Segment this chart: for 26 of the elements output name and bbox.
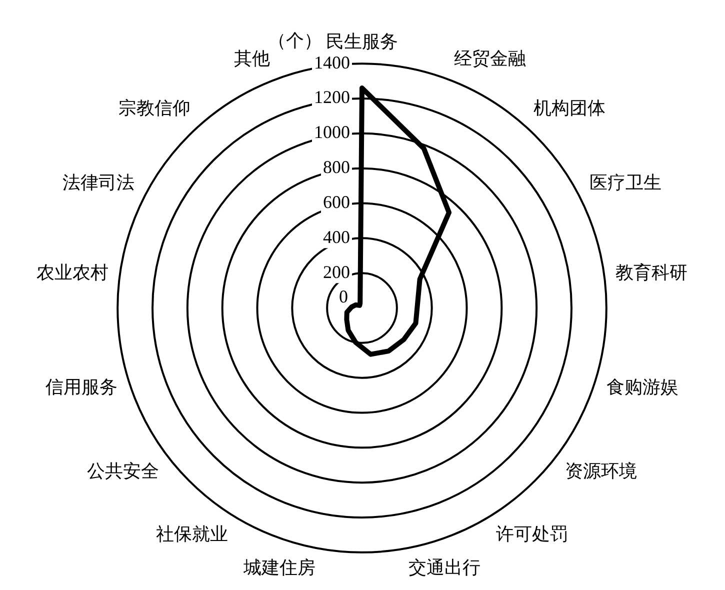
y-tick-label: 400 bbox=[323, 226, 350, 247]
y-tick-label: 800 bbox=[323, 157, 350, 178]
y-tick-label: 1000 bbox=[314, 122, 350, 142]
y-tick-label: 600 bbox=[323, 192, 350, 212]
spoke-label: 其他 bbox=[234, 48, 270, 69]
spoke-label: 城建住房 bbox=[242, 558, 316, 578]
spoke-label: 民生服务 bbox=[326, 32, 398, 52]
spoke-label: 食购游娱 bbox=[606, 377, 679, 398]
y-tick-label: 1400 bbox=[314, 52, 350, 72]
y-tick-label: 200 bbox=[323, 262, 350, 282]
spoke-label: 公共安全 bbox=[86, 460, 159, 481]
spoke-label: 宗教信仰 bbox=[118, 98, 191, 118]
spoke-label: 交通出行 bbox=[408, 558, 481, 578]
y-tick-label: 0 bbox=[339, 286, 348, 307]
spoke-label: 法律司法 bbox=[62, 172, 134, 193]
spoke-label: 机构团体 bbox=[533, 98, 606, 118]
spoke-label: 教育科研 bbox=[615, 262, 688, 282]
spoke-label: 医疗卫生 bbox=[590, 172, 662, 193]
spoke-label: 社保就业 bbox=[156, 524, 228, 544]
spoke-label: 资源环境 bbox=[565, 460, 638, 481]
spoke-label: 农业农村 bbox=[36, 262, 109, 282]
y-tick-label: 1200 bbox=[314, 87, 350, 108]
spoke-label: 经贸金融 bbox=[454, 48, 526, 69]
spoke-label: 信用服务 bbox=[45, 377, 118, 398]
text: （个） bbox=[268, 30, 322, 50]
spoke-label: 许可处罚 bbox=[496, 524, 568, 544]
